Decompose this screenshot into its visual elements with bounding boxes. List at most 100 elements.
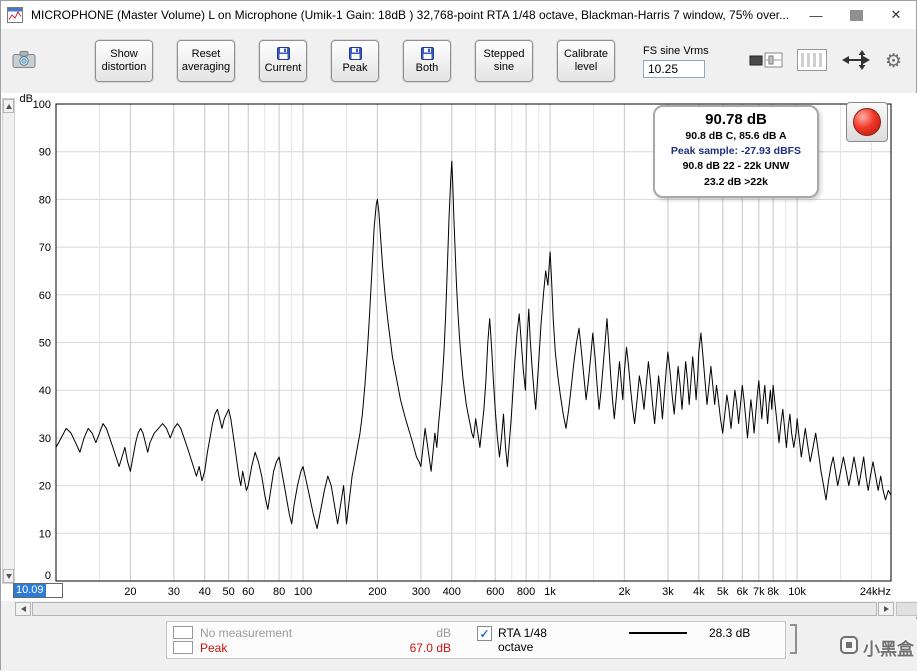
svg-text:70: 70 bbox=[39, 242, 51, 254]
scale-axes-button[interactable] bbox=[841, 49, 871, 74]
scrollbar-corner bbox=[896, 602, 917, 616]
fs-sine-group: FS sine Vrms bbox=[643, 45, 709, 78]
svg-text:800: 800 bbox=[517, 586, 535, 598]
down-arrow-icon bbox=[5, 573, 12, 579]
left-arrow-icon bbox=[20, 606, 26, 612]
fs-sine-input[interactable] bbox=[643, 59, 705, 78]
settings-button[interactable]: ⚙ bbox=[885, 52, 902, 71]
rta-checkbox[interactable]: ✓ bbox=[477, 626, 492, 641]
save-icon bbox=[348, 46, 362, 60]
scroll-right-button[interactable] bbox=[878, 602, 894, 616]
fs-sine-label: FS sine Vrms bbox=[643, 44, 709, 57]
legend-bar: No measurement dB Peak 67.0 dB ✓ RTA 1/4… bbox=[1, 619, 917, 671]
capture-button[interactable] bbox=[9, 48, 39, 74]
svg-text:600: 600 bbox=[486, 586, 504, 598]
window-title: MICROPHONE (Master Volume) L on Micropho… bbox=[31, 8, 790, 22]
app-icon bbox=[7, 7, 25, 23]
save-current-button[interactable]: Current bbox=[258, 39, 308, 83]
svg-text:400: 400 bbox=[443, 586, 461, 598]
svg-text:90: 90 bbox=[39, 147, 51, 159]
save-peak-label: Peak bbox=[342, 61, 368, 74]
svg-text:60: 60 bbox=[39, 290, 51, 302]
peak-sample: Peak sample: -27.93 dBFS bbox=[670, 145, 802, 158]
svg-text:10: 10 bbox=[39, 528, 51, 540]
svg-text:20: 20 bbox=[124, 586, 136, 598]
vertical-scrollbar[interactable] bbox=[2, 98, 15, 584]
maximize-button[interactable] bbox=[836, 1, 876, 29]
gear-icon: ⚙ bbox=[884, 50, 902, 72]
scroll-up-button[interactable] bbox=[3, 99, 14, 113]
save-icon bbox=[420, 46, 434, 60]
signal-generator-icon bbox=[749, 49, 783, 74]
svg-text:24kHz: 24kHz bbox=[860, 586, 891, 598]
save-current-label: Current bbox=[264, 61, 302, 74]
signal-generator-button[interactable] bbox=[749, 49, 783, 74]
save-both-label: Both bbox=[415, 61, 439, 74]
watermark-logo-icon bbox=[839, 635, 859, 660]
axis-min-frequency-field[interactable]: 10.09 bbox=[13, 583, 63, 598]
scale-arrows-icon bbox=[841, 49, 871, 74]
svg-text:80: 80 bbox=[39, 194, 51, 206]
peak-swatch bbox=[173, 641, 193, 654]
peak-value: 67.0 dB bbox=[409, 640, 451, 655]
toolbar-right-icons: ⚙ bbox=[749, 48, 908, 74]
svg-text:200: 200 bbox=[368, 586, 386, 598]
calibrate-level-button[interactable]: Calibrate level bbox=[556, 39, 616, 83]
stepped-sine-button[interactable]: Stepped sine bbox=[474, 39, 534, 83]
svg-text:300: 300 bbox=[412, 586, 430, 598]
svg-text:6k: 6k bbox=[736, 586, 748, 598]
maximize-icon bbox=[849, 9, 863, 21]
scrollbar-thumb[interactable] bbox=[32, 602, 877, 616]
save-icon bbox=[276, 46, 290, 60]
svg-text:2k: 2k bbox=[619, 586, 631, 598]
save-peak-button[interactable]: Peak bbox=[330, 39, 380, 83]
levels-button[interactable] bbox=[796, 48, 827, 74]
svg-text:1k: 1k bbox=[544, 586, 556, 598]
reset-averaging-button[interactable]: Reset averaging bbox=[176, 39, 236, 83]
scroll-left-button[interactable] bbox=[15, 602, 31, 616]
svg-text:10k: 10k bbox=[788, 586, 806, 598]
scroll-down-button[interactable] bbox=[3, 569, 14, 583]
legend-left: No measurement dB Peak 67.0 dB bbox=[173, 625, 451, 655]
svg-text:dB: dB bbox=[20, 93, 33, 105]
levels-meter-icon bbox=[796, 48, 827, 74]
legend-resize-handle[interactable] bbox=[790, 624, 797, 654]
spl-above-band: 23.2 dB >22k bbox=[704, 175, 768, 188]
toolbar: Show distortion Reset averaging Current … bbox=[1, 29, 916, 93]
no-measurement-value: dB bbox=[436, 625, 451, 640]
spl-weighted: 90.8 dB C, 85.6 dB A bbox=[685, 130, 787, 142]
up-arrow-icon bbox=[5, 103, 12, 109]
svg-text:3k: 3k bbox=[662, 586, 674, 598]
svg-text:100: 100 bbox=[294, 586, 312, 598]
watermark-text: 小黑盒 bbox=[863, 640, 914, 659]
minimize-button[interactable]: — bbox=[809, 7, 823, 23]
save-both-button[interactable]: Both bbox=[402, 39, 452, 83]
no-measurement-label: No measurement bbox=[200, 625, 293, 640]
spl-headline: 90.78 dB bbox=[705, 111, 767, 128]
rta-chart[interactable]: 20 30 40 50 60 80 100 200 300 400 600 800 1k 2k 3k 4k 5k… bbox=[1, 93, 917, 601]
svg-text:50: 50 bbox=[39, 338, 51, 350]
titlebar: MICROPHONE (Master Volume) L on Micropho… bbox=[1, 1, 916, 29]
svg-text:0: 0 bbox=[45, 570, 51, 582]
svg-text:7k: 7k bbox=[753, 586, 765, 598]
right-arrow-icon bbox=[883, 606, 889, 612]
svg-text:80: 80 bbox=[273, 586, 285, 598]
watermark: 小黑盒 bbox=[839, 635, 914, 660]
svg-text:60: 60 bbox=[242, 586, 254, 598]
spl-band: 90.8 dB 22 - 22k UNW bbox=[682, 160, 790, 173]
close-button[interactable]: ✕ bbox=[890, 7, 902, 22]
record-icon bbox=[853, 108, 881, 136]
svg-text:100: 100 bbox=[33, 99, 51, 111]
show-distortion-button[interactable]: Show distortion bbox=[94, 39, 154, 83]
record-button[interactable] bbox=[846, 102, 888, 142]
horizontal-scrollbar[interactable] bbox=[1, 601, 917, 617]
svg-text:30: 30 bbox=[168, 586, 180, 598]
legend-row-peak: Peak 67.0 dB bbox=[173, 640, 451, 655]
rta-line-sample bbox=[628, 632, 687, 634]
rta-label: RTA 1/48 octave bbox=[498, 626, 547, 654]
svg-text:20: 20 bbox=[39, 481, 51, 493]
legend-row-no-measurement: No measurement dB bbox=[173, 625, 451, 640]
rta-value: 28.3 dB bbox=[708, 626, 751, 640]
svg-text:5k: 5k bbox=[717, 586, 729, 598]
